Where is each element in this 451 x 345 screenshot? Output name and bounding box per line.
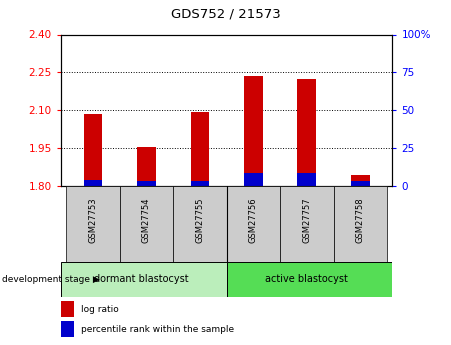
Bar (351, 175, 370, 186)
Text: GSM27758: GSM27758 (356, 198, 365, 243)
Bar (137, 181, 156, 186)
Bar (244, 174, 263, 186)
Bar (83, 114, 102, 186)
Bar (61, 322, 74, 337)
Bar (66, 186, 120, 262)
Text: dormant blastocyst: dormant blastocyst (94, 275, 189, 284)
Bar (173, 186, 227, 262)
Bar (190, 112, 209, 186)
Text: GSM27756: GSM27756 (249, 198, 258, 243)
Bar (227, 186, 280, 262)
Text: percentile rank within the sample: percentile rank within the sample (81, 325, 234, 334)
Bar (298, 79, 316, 186)
Bar (137, 147, 156, 186)
Text: development stage ▶: development stage ▶ (2, 275, 100, 284)
Bar (244, 76, 263, 186)
Text: GSM27755: GSM27755 (195, 198, 204, 243)
Bar (61, 262, 227, 297)
Text: GSM27757: GSM27757 (302, 198, 311, 243)
Bar (334, 186, 387, 262)
Bar (83, 180, 102, 186)
Text: GDS752 / 21573: GDS752 / 21573 (170, 8, 281, 21)
Text: GSM27754: GSM27754 (142, 198, 151, 243)
Bar (280, 186, 334, 262)
Bar (351, 181, 370, 186)
Bar (298, 174, 316, 186)
Bar (61, 301, 74, 317)
Text: active blastocyst: active blastocyst (265, 275, 348, 284)
Bar (120, 186, 173, 262)
Text: log ratio: log ratio (81, 305, 119, 314)
Bar (190, 181, 209, 186)
Bar (227, 262, 392, 297)
Text: GSM27753: GSM27753 (88, 198, 97, 243)
